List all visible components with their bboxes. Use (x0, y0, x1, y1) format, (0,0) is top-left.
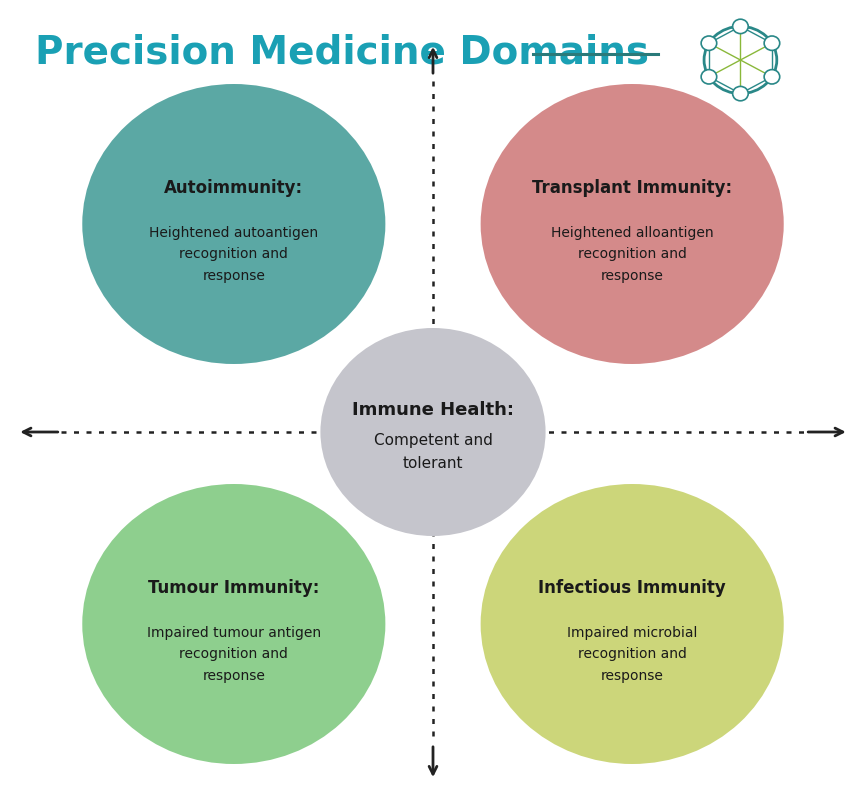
Ellipse shape (481, 484, 784, 764)
Circle shape (764, 36, 779, 50)
Text: Precision Medicine Domains: Precision Medicine Domains (35, 33, 649, 71)
Circle shape (701, 70, 717, 84)
Text: Heightened autoantigen
recognition and
response: Heightened autoantigen recognition and r… (149, 226, 319, 282)
Text: Competent and
tolerant: Competent and tolerant (373, 434, 493, 470)
Text: Tumour Immunity:: Tumour Immunity: (148, 579, 320, 597)
Text: Impaired microbial
recognition and
response: Impaired microbial recognition and respo… (567, 626, 697, 682)
Circle shape (733, 86, 748, 101)
Circle shape (701, 36, 717, 50)
Text: Infectious Immunity: Infectious Immunity (539, 579, 726, 597)
Ellipse shape (320, 328, 546, 536)
Text: Autoimmunity:: Autoimmunity: (165, 179, 303, 197)
Text: Impaired tumour antigen
recognition and
response: Impaired tumour antigen recognition and … (146, 626, 321, 682)
Circle shape (733, 19, 748, 34)
Ellipse shape (82, 484, 385, 764)
Ellipse shape (481, 84, 784, 364)
Circle shape (764, 70, 779, 84)
Text: Immune Health:: Immune Health: (352, 401, 514, 418)
Text: Transplant Immunity:: Transplant Immunity: (532, 179, 733, 197)
Text: Heightened alloantigen
recognition and
response: Heightened alloantigen recognition and r… (551, 226, 714, 282)
Ellipse shape (82, 84, 385, 364)
